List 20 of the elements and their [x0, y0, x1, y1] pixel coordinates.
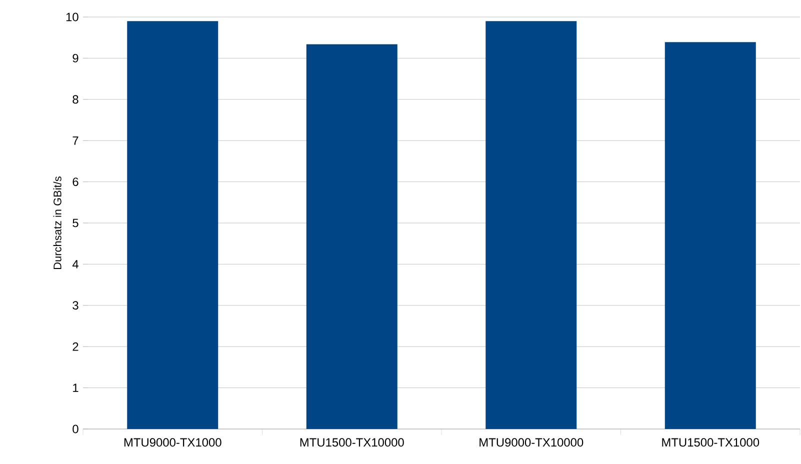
y-tick-label: 1: [73, 384, 78, 392]
bar: [127, 21, 218, 429]
y-tick-label: 9: [72, 54, 78, 62]
y-axis-title: Durchsatz in GBit/s: [53, 176, 62, 269]
bar: [306, 44, 398, 429]
y-tick-label: 7: [72, 136, 78, 145]
x-tick-label: MTU9000-TX1000: [124, 438, 222, 447]
y-tick-label: 2: [72, 342, 78, 351]
x-tick-label: MTU1500-TX1000: [662, 438, 760, 447]
y-tick-label: 6: [72, 178, 78, 186]
x-tick-label: MTU9000-TX10000: [480, 438, 584, 447]
x-tick-label: MTU1500-TX10000: [300, 438, 404, 447]
y-tick-label: 0: [72, 424, 78, 434]
y-tick-label: 5: [72, 218, 78, 228]
y-tick-label: 3: [72, 301, 78, 310]
y-tick-label: 8: [72, 95, 78, 104]
bar: [486, 21, 577, 429]
y-tick-label: 4: [72, 260, 78, 268]
bar: [664, 42, 756, 429]
y-tick-label: 10: [66, 12, 78, 22]
